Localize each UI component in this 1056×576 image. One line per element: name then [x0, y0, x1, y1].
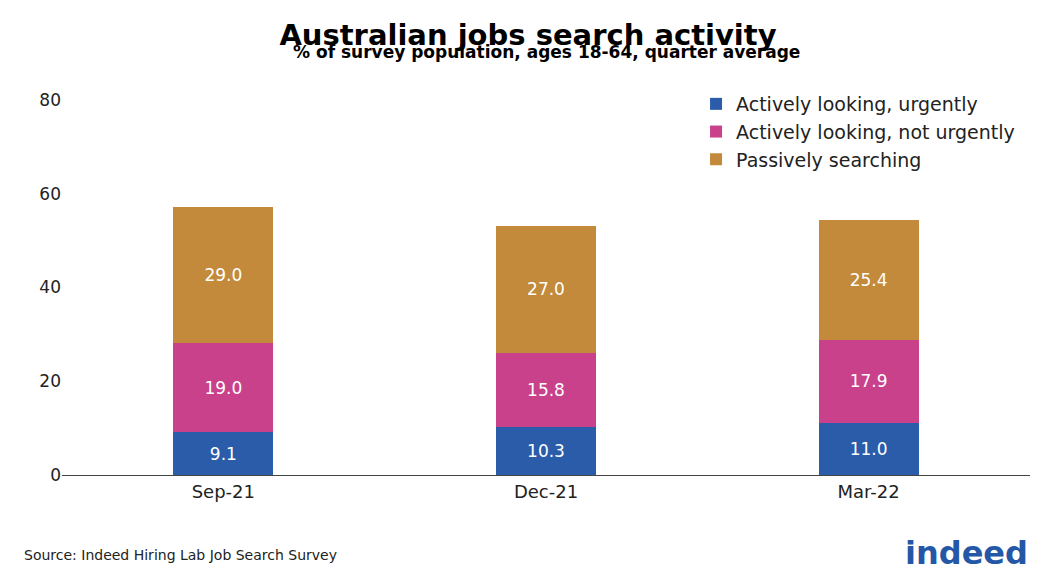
- svg-text:Source: Indeed Hiring Lab Job: Source: Indeed Hiring Lab Job Search Sur…: [24, 547, 337, 563]
- svg-text:27.0: 27.0: [527, 279, 565, 299]
- svg-text:29.0: 29.0: [204, 265, 242, 285]
- svg-text:19.0: 19.0: [204, 378, 242, 398]
- svg-text:indeed: indeed: [905, 534, 1028, 572]
- svg-text:Dec-21: Dec-21: [514, 481, 578, 502]
- svg-text:10.3: 10.3: [527, 441, 565, 461]
- svg-text:Passively searching: Passively searching: [736, 149, 921, 171]
- svg-text:15.8: 15.8: [527, 380, 565, 400]
- svg-text:Australian jobs search activit: Australian jobs search activity: [279, 18, 776, 52]
- svg-text:17.9: 17.9: [850, 371, 888, 391]
- svg-text:11.0: 11.0: [850, 439, 888, 459]
- svg-text:9.1: 9.1: [210, 444, 237, 464]
- svg-text:40: 40: [39, 277, 61, 297]
- svg-text:80: 80: [39, 90, 61, 110]
- svg-text:Sep-21: Sep-21: [192, 481, 255, 502]
- svg-text:25.4: 25.4: [850, 270, 888, 290]
- svg-text:0: 0: [50, 465, 61, 485]
- svg-text:% of survey population, ages 1: % of survey population, ages 18-64, quar…: [293, 42, 800, 62]
- svg-text:Actively looking, urgently: Actively looking, urgently: [736, 93, 978, 115]
- svg-text:Actively looking, not urgently: Actively looking, not urgently: [736, 121, 1015, 143]
- svg-text:Mar-22: Mar-22: [838, 481, 900, 502]
- svg-text:60: 60: [39, 184, 61, 204]
- svg-text:20: 20: [39, 371, 61, 391]
